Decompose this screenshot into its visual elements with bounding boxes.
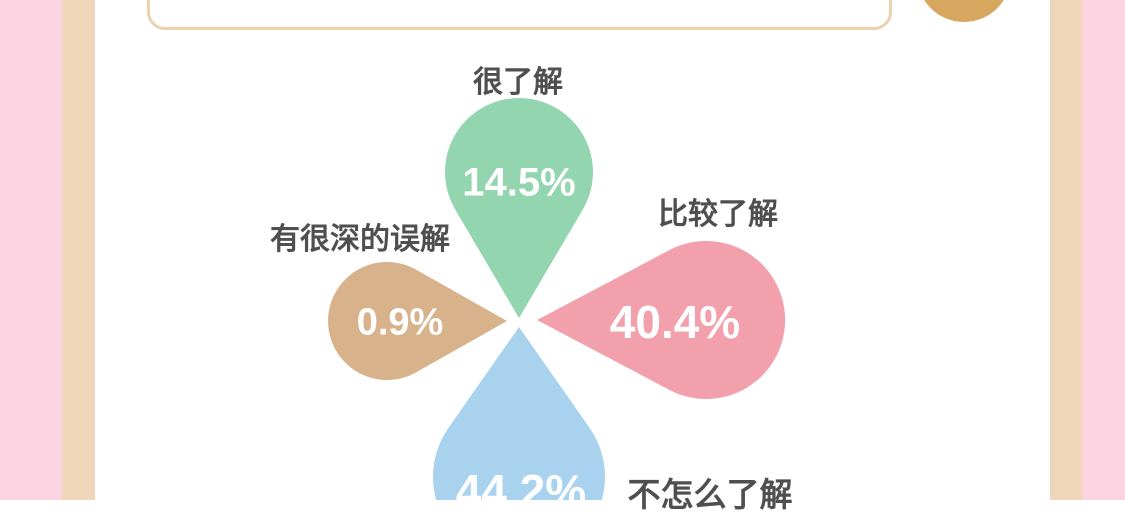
value-label-up: 14.5%: [462, 160, 576, 205]
title-box: 您对这类人群的了解程度是怎样的？: [147, 0, 892, 30]
category-label-up: 很了解: [473, 66, 563, 99]
petal-left: [328, 262, 507, 380]
right-pink-stripe: [1082, 0, 1125, 500]
value-label-left: 0.9%: [356, 301, 444, 344]
petal-up: [445, 98, 593, 318]
right-tan-stripe: [1050, 0, 1082, 500]
petal-right: [537, 241, 786, 399]
category-label-left: 有很深的误解: [270, 223, 450, 256]
left-tan-stripe: [62, 0, 95, 500]
category-label-right: 比较了解: [658, 198, 778, 231]
left-pink-stripe: [0, 0, 62, 500]
petal-chart: [328, 98, 786, 500]
value-label-right: 40.4%: [609, 296, 741, 348]
value-label-down: 44.2%: [455, 465, 587, 517]
category-label-down: 不怎么了解: [627, 476, 793, 513]
petal-down: [433, 327, 605, 500]
